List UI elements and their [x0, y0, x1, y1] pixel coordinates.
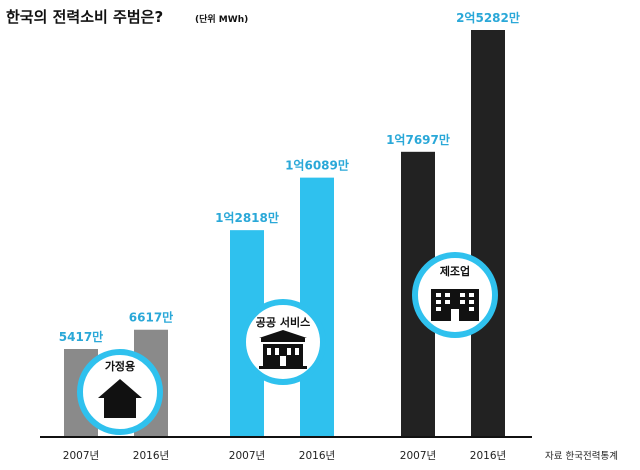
- year-labels: 2007년 2016년 2007년 2016년 2007년 2016년: [63, 450, 506, 462]
- value-label-2-0: 1억7697만: [386, 132, 450, 147]
- factory-building-icon: [431, 289, 479, 321]
- public-building-icon: [259, 330, 307, 369]
- year-label-1-1: 2016년: [299, 450, 335, 462]
- category-badge-household: 가정용: [77, 349, 163, 435]
- year-label-2-1: 2016년: [470, 450, 506, 462]
- house-icon: [98, 379, 142, 418]
- category-badge-manufacturing: 제조업: [412, 252, 498, 338]
- category-badge-public-service: 공공 서비스: [240, 299, 326, 385]
- value-label-1-0: 1억2818만: [215, 210, 279, 225]
- year-label-2-0: 2007년: [400, 450, 436, 462]
- source-note: 자료 한국전력통계: [545, 450, 618, 462]
- value-label-1-1: 1억6089만: [285, 158, 349, 173]
- value-label-0-1: 6617만: [129, 310, 173, 325]
- category-label-household: 가정용: [105, 359, 135, 373]
- year-label-0-1: 2016년: [133, 450, 169, 462]
- labels-layer: 5417만 6617만 1억2818만 1억6089만 1억7697만 2억5282만: [59, 10, 520, 344]
- category-label-public-service: 공공 서비스: [256, 315, 310, 329]
- chart-title: 한국의 전력소비 주범은?: [6, 8, 163, 26]
- value-label-0-0: 5417만: [59, 329, 103, 344]
- year-label-0-0: 2007년: [63, 450, 99, 462]
- year-label-1-0: 2007년: [229, 450, 265, 462]
- category-label-manufacturing: 제조업: [440, 264, 470, 278]
- value-label-2-1: 2억5282만: [456, 10, 520, 25]
- bar-2-1: [471, 30, 505, 436]
- unit-note: (단위 MWh): [195, 13, 248, 25]
